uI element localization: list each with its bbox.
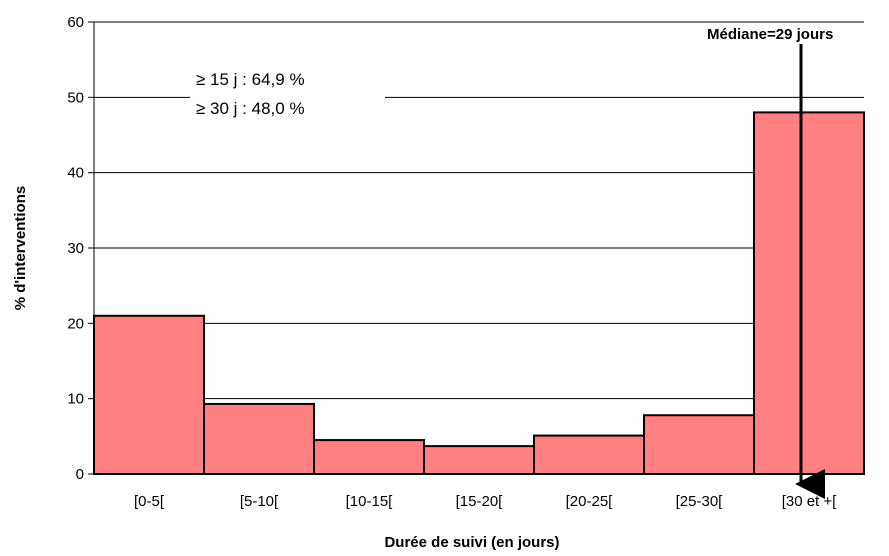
y-tick-label: 50 (67, 89, 84, 106)
y-tick-label: 40 (67, 165, 84, 182)
y-tick-labels: 0 10 20 30 40 50 60 (67, 14, 84, 483)
bar (203, 402, 315, 475)
annotation-line-1: ≥ 15 j : 64,9 % (196, 70, 305, 89)
bar (643, 414, 755, 475)
y-tick-label: 0 (76, 466, 84, 483)
bar (753, 111, 865, 476)
x-tick-label: [0-5[ (134, 493, 165, 510)
bar (313, 439, 425, 476)
y-tick-label: 60 (67, 14, 84, 31)
x-tick-label: [25-30[ (676, 493, 724, 510)
x-tick-label: [10-15[ (346, 493, 394, 510)
y-tick-label: 10 (67, 391, 84, 408)
x-tick-label: [30 et +[ (782, 493, 837, 510)
annotation-line-2: ≥ 30 j : 48,0 % (196, 99, 305, 118)
bar (533, 434, 645, 475)
median-label: Médiane=29 jours (707, 26, 833, 43)
bars (93, 111, 865, 476)
x-tick-label: [15-20[ (456, 493, 504, 510)
y-tick-label: 20 (67, 315, 84, 332)
y-tick-label: 30 (67, 240, 84, 257)
annotation-background (190, 62, 385, 124)
y-axis-title: % d'interventions (12, 186, 29, 310)
bar (93, 314, 205, 475)
bar (423, 445, 535, 476)
x-tick-labels: [0-5[ [5-10[ [10-15[ [15-20[ [20-25[ [25-30[ [… (134, 493, 837, 510)
x-tick-label: [20-25[ (566, 493, 614, 510)
x-axis-title: Durée de suivi (en jours) (384, 534, 559, 551)
x-tick-label: [5-10[ (240, 493, 279, 510)
